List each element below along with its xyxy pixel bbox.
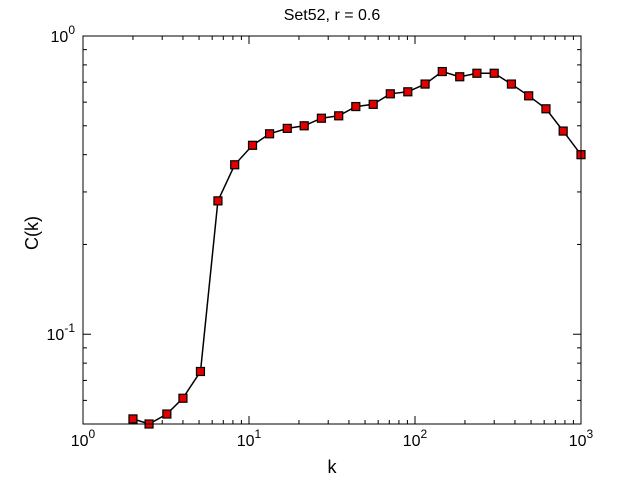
x-tick-label: 101 (237, 427, 262, 450)
axis-ticks (82, 35, 582, 425)
data-point-marker (213, 196, 223, 206)
data-point-marker (264, 129, 275, 139)
data-point-marker (385, 89, 395, 99)
data-point-marker (558, 126, 568, 136)
data-point-marker (178, 393, 188, 403)
x-tick-label: 100 (71, 427, 96, 450)
data-point-marker (282, 123, 292, 133)
data-point-marker (403, 87, 413, 97)
data-point-marker (368, 99, 378, 109)
y-tick-label: 100 (51, 23, 76, 46)
y-axis-label: C(k) (22, 216, 42, 250)
data-point-marker (541, 104, 551, 114)
data-point-marker (524, 91, 534, 101)
data-point-marker (351, 101, 361, 112)
data-point-marker (437, 66, 447, 77)
x-axis-label: k (328, 457, 338, 477)
data-point-marker (334, 111, 344, 121)
data-point-marker (247, 140, 258, 150)
data-point-marker (230, 160, 240, 170)
plot-area-frame (82, 35, 582, 425)
data-point-marker (299, 121, 309, 131)
data-point-marker (420, 79, 430, 89)
x-tick-label: 103 (569, 427, 594, 450)
data-point-marker (455, 72, 465, 82)
markers-layer (128, 66, 586, 429)
chart-title: Set52, r = 0.6 (284, 7, 381, 24)
data-point-marker (195, 366, 206, 377)
data-point-marker (506, 79, 517, 89)
x-tick-label: 102 (403, 427, 428, 450)
y-tick-label: 10-1 (47, 321, 76, 344)
tick-labels: 100 101 102 103 10-1 100 (47, 23, 594, 450)
data-point-marker (489, 68, 499, 78)
data-point-marker (128, 414, 138, 424)
data-point-marker (316, 113, 327, 123)
data-point-marker (162, 409, 172, 419)
data-point-marker (472, 68, 482, 78)
